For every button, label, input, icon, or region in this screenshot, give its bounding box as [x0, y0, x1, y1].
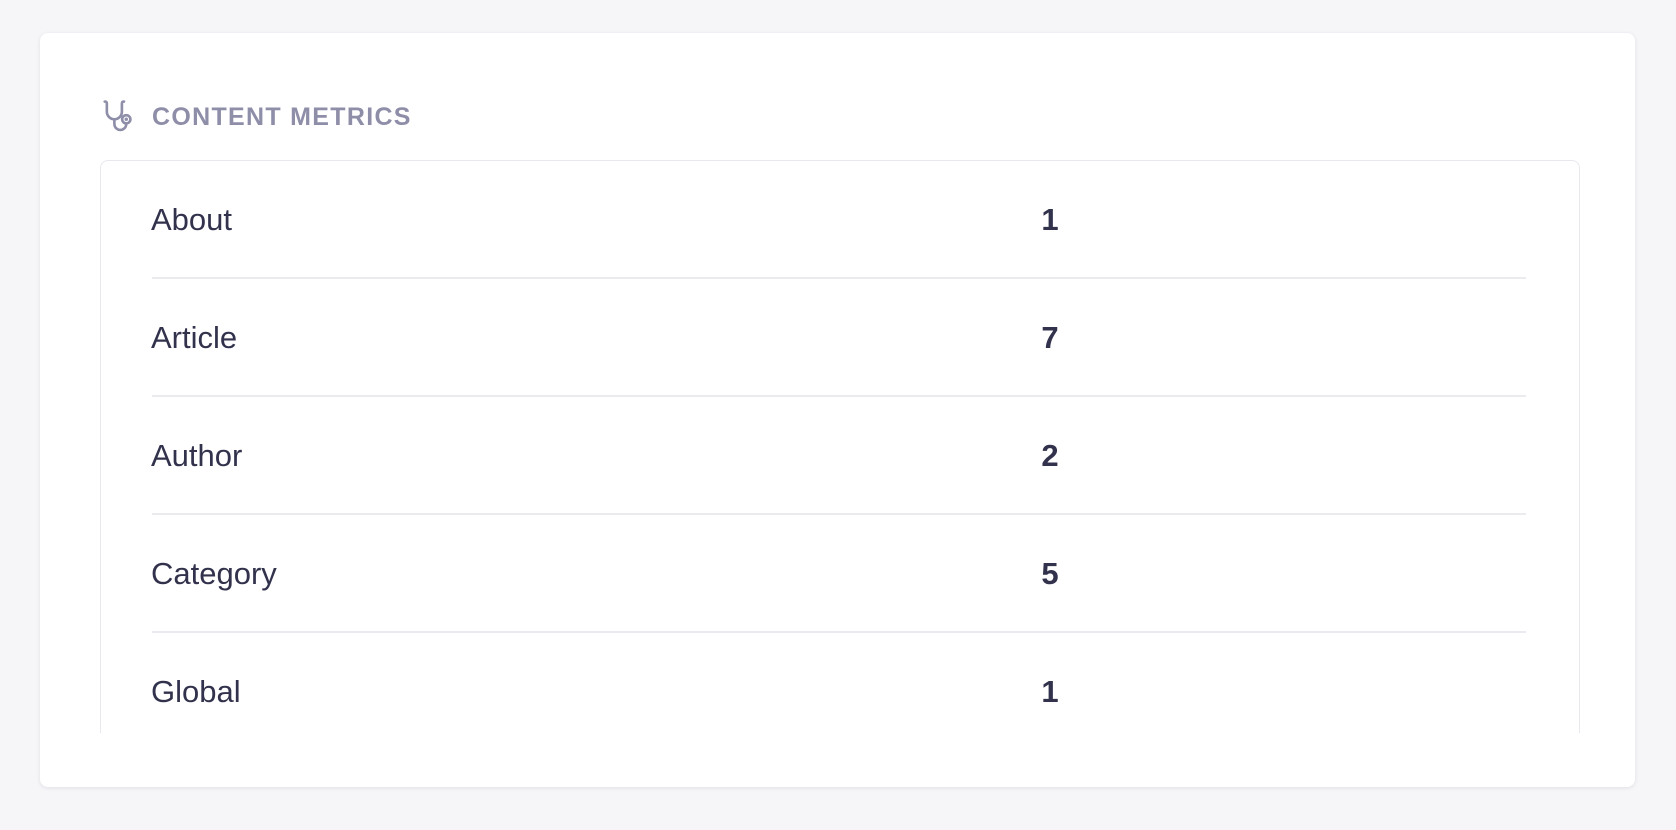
metric-row: Author 2: [101, 397, 1579, 515]
metric-value: 7: [1041, 320, 1059, 355]
metric-label: Global: [151, 674, 241, 709]
metric-value: 1: [1041, 674, 1059, 709]
metric-label: Article: [151, 320, 238, 355]
content-metrics-widget: CONTENT METRICS About 1 Article 7 Author…: [40, 33, 1635, 787]
stethoscope-icon: [96, 96, 138, 138]
widget-header: CONTENT METRICS: [96, 84, 412, 150]
metric-label: About: [151, 202, 233, 237]
metric-row: About 1: [101, 161, 1579, 279]
metric-row: Global 1: [101, 633, 1579, 733]
metrics-table[interactable]: About 1 Article 7 Author 2 Category 5 Gl…: [100, 160, 1580, 733]
metric-value: 5: [1041, 556, 1059, 591]
metric-value: 2: [1041, 438, 1059, 473]
metric-label: Category: [151, 556, 277, 591]
metric-row: Article 7: [101, 279, 1579, 397]
metric-row: Category 5: [101, 515, 1579, 633]
metric-label: Author: [151, 438, 243, 473]
widget-title: CONTENT METRICS: [152, 102, 412, 131]
metric-value: 1: [1041, 202, 1059, 237]
